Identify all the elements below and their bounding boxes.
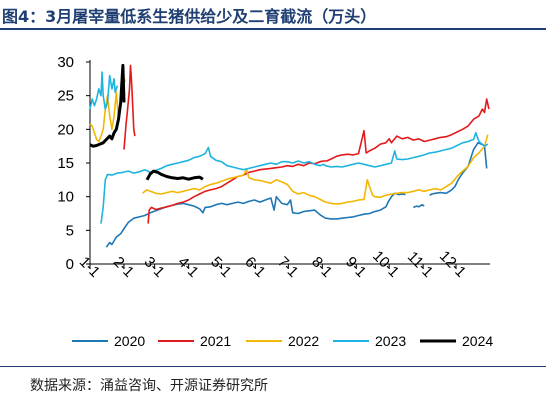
series-line-2023: [100, 131, 489, 224]
y-tick-label: 20: [57, 121, 74, 138]
y-tick-label: 0: [66, 256, 74, 273]
y-tick-label: 5: [66, 222, 74, 239]
x-tick-label: 11-1: [404, 248, 436, 280]
x-tick-label: 8-1: [308, 253, 335, 280]
x-tick-label: 3-1: [140, 253, 167, 280]
x-tick-label: 9-1: [342, 253, 369, 280]
series-line-2020: [429, 142, 488, 196]
x-tick-label: 1-1: [76, 253, 103, 280]
series-line-2022: [142, 134, 489, 205]
y-tick-label: 25: [57, 88, 74, 105]
x-tick-label: 12-1: [436, 248, 469, 281]
legend-label-2024: 2024: [462, 333, 493, 349]
x-tick-label: 6-1: [241, 253, 268, 280]
series-line-2021: [147, 98, 490, 224]
source-note: 数据来源：涌益咨询、开源证券研究所: [30, 378, 268, 394]
y-tick-label: 15: [57, 155, 74, 172]
series-line-2024: [89, 63, 126, 148]
series-line-2020: [105, 192, 406, 248]
x-tick-label: 4-1: [174, 253, 201, 280]
series-line-2023: [89, 71, 119, 110]
legend-label-2020: 2020: [114, 333, 145, 349]
y-tick-label: 30: [57, 54, 74, 71]
y-tick-label: 10: [57, 189, 74, 206]
x-tick-label: 7-1: [274, 253, 301, 280]
source-divider: [0, 366, 546, 367]
series-line-2020: [413, 203, 425, 209]
x-tick-label: 2-1: [110, 253, 137, 280]
x-tick-label: 10-1: [369, 248, 402, 281]
x-tick-label: 5-1: [207, 253, 234, 280]
series-line-2021: [123, 64, 136, 150]
legend-label-2022: 2022: [288, 333, 319, 349]
legend-label-2021: 2021: [200, 333, 231, 349]
legend-label-2023: 2023: [375, 333, 406, 349]
series-line-2024: [145, 169, 204, 181]
title-bar: 图4：3月屠宰量低系生猪供给少及二育截流（万头）: [0, 0, 546, 30]
page-title: 图4：3月屠宰量低系生猪供给少及二育截流（万头）: [2, 7, 377, 26]
